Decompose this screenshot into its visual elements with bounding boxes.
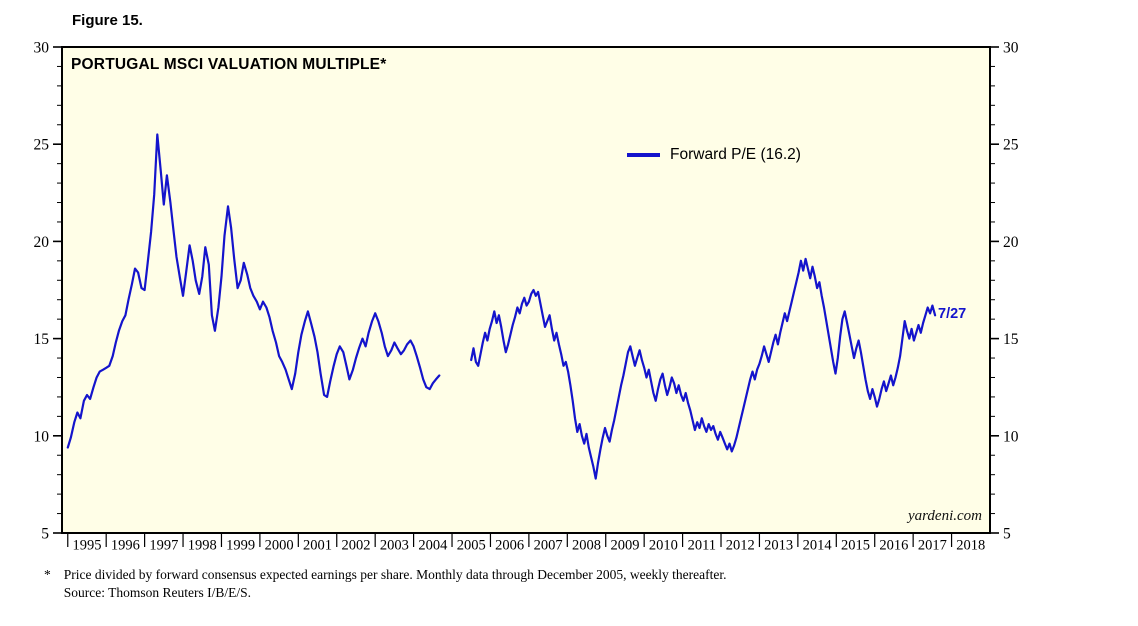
- x-tick-label: 2008: [572, 538, 601, 554]
- y-tick-label-left: 15: [34, 331, 50, 348]
- x-tick-label: 2012: [726, 538, 755, 554]
- y-tick-label-right: 15: [1003, 331, 1019, 348]
- plot-area: [61, 46, 991, 534]
- legend-label: Forward P/E (16.2): [670, 146, 801, 163]
- x-tick-label: 2013: [764, 538, 793, 554]
- footnote-text: Price divided by forward consensus expec…: [64, 566, 727, 601]
- x-tick-label: 2011: [688, 538, 716, 554]
- x-tick-label: 1995: [72, 538, 101, 554]
- x-tick-label: 2000: [265, 538, 294, 554]
- y-tick-label-right: 30: [1003, 40, 1019, 57]
- x-tick-label: 1997: [149, 538, 178, 554]
- x-tick-label: 2010: [649, 538, 678, 554]
- x-tick-label: 2003: [380, 538, 409, 554]
- x-tick-label: 2015: [841, 538, 870, 554]
- x-tick-label: 2017: [918, 538, 947, 554]
- y-tick-label-right: 25: [1003, 137, 1019, 154]
- y-tick-label-left: 30: [34, 40, 50, 57]
- footnote-line1: Price divided by forward consensus expec…: [63, 567, 727, 582]
- x-tick-label: 1996: [111, 538, 140, 554]
- x-tick-label: 2005: [457, 538, 486, 554]
- y-tick-label-right: 10: [1003, 428, 1019, 445]
- x-tick-label: 1999: [226, 538, 255, 554]
- footnote-line2: Source: Thomson Reuters I/B/E/S.: [63, 584, 251, 600]
- x-tick-label: 1998: [188, 538, 217, 554]
- chart-title: PORTUGAL MSCI VALUATION MULTIPLE*: [71, 56, 387, 73]
- x-tick-label: 2016: [879, 538, 908, 554]
- x-tick-label: 2009: [610, 538, 639, 554]
- footnote-marker: *: [44, 567, 51, 582]
- x-tick-label: 2014: [803, 538, 833, 554]
- figure-label: Figure 15.: [72, 12, 143, 29]
- last-point-annotation: 7/27: [938, 306, 967, 322]
- pe-line-segment: [470, 257, 937, 480]
- legend-line-icon: [627, 153, 660, 157]
- x-tick-label: 2006: [495, 538, 524, 554]
- y-tick-label-left: 5: [41, 526, 49, 543]
- x-tick-label: 2018: [956, 538, 985, 554]
- y-tick-label-left: 20: [34, 234, 50, 251]
- y-tick-label-right: 20: [1003, 234, 1019, 251]
- footnote: * Price divided by forward consensus exp…: [44, 566, 727, 601]
- y-tick-label-right: 5: [1003, 526, 1011, 543]
- x-tick-label: 2001: [303, 538, 332, 554]
- watermark: yardeni.com: [907, 508, 982, 524]
- y-tick-label-left: 10: [34, 428, 50, 445]
- x-tick-label: 2004: [418, 538, 448, 554]
- legend: Forward P/E (16.2): [627, 146, 801, 164]
- x-tick-label: 2002: [341, 538, 370, 554]
- pe-line-segment: [66, 133, 441, 449]
- x-tick-label: 2007: [534, 538, 563, 554]
- y-tick-label-left: 25: [34, 137, 50, 154]
